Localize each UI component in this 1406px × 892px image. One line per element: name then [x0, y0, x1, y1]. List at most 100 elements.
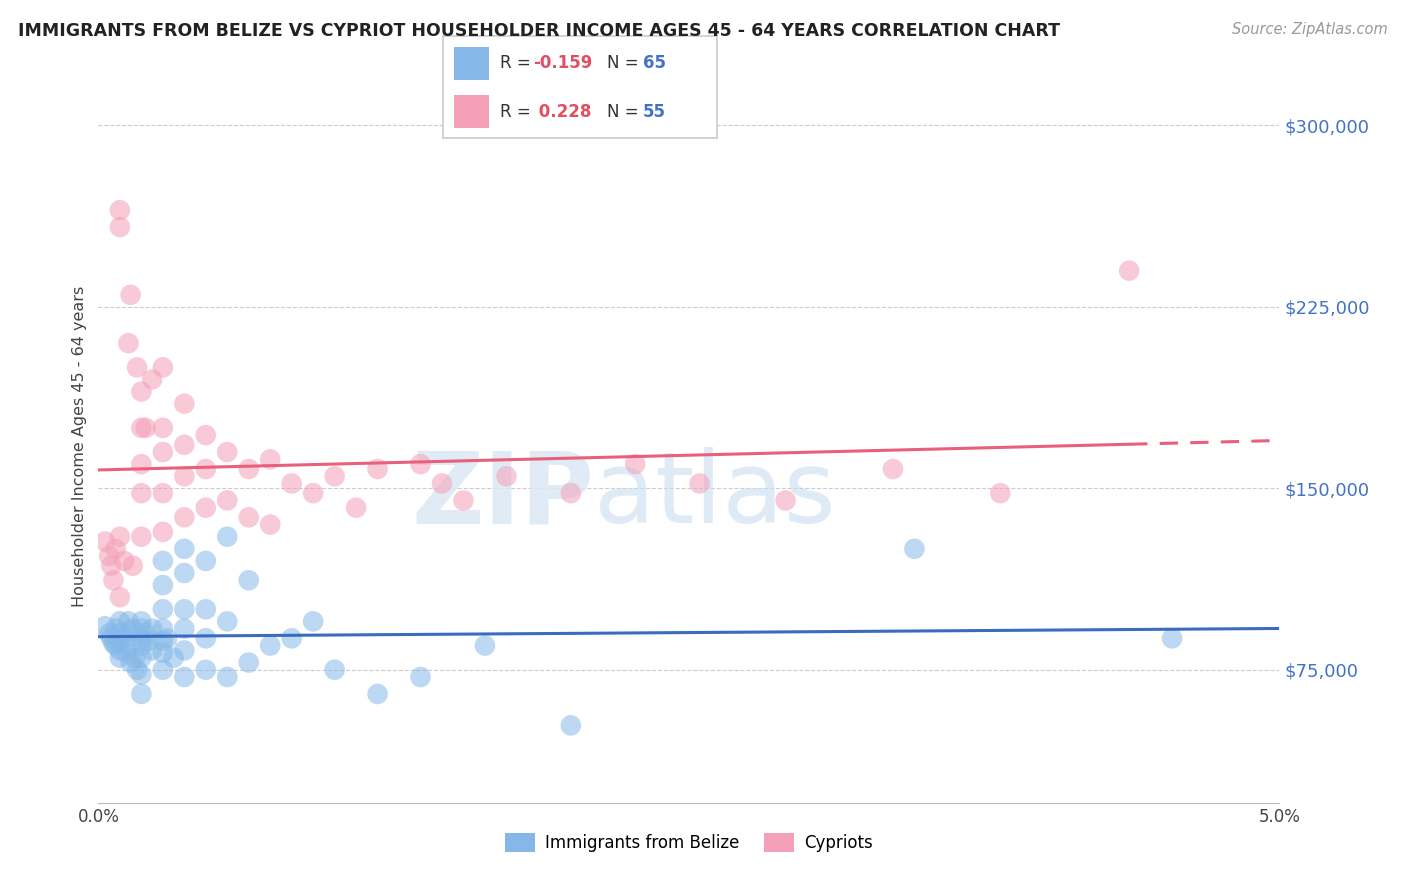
- Point: [120, 624, 142, 638]
- Point: [259, 517, 281, 532]
- Point: [152, 646, 174, 660]
- Point: [94, 534, 117, 549]
- Point: [217, 445, 239, 459]
- Point: [194, 428, 217, 442]
- Text: R =: R =: [501, 54, 537, 72]
- Point: [115, 646, 138, 660]
- Text: 65: 65: [643, 54, 666, 72]
- Point: [162, 650, 184, 665]
- Point: [152, 524, 174, 539]
- Text: Source: ZipAtlas.com: Source: ZipAtlas.com: [1232, 22, 1388, 37]
- Point: [131, 615, 153, 629]
- Point: [495, 469, 517, 483]
- Point: [117, 615, 139, 629]
- Text: N =: N =: [607, 103, 644, 120]
- Point: [103, 574, 125, 588]
- Point: [121, 558, 143, 573]
- Text: 55: 55: [643, 103, 666, 120]
- Point: [323, 469, 346, 483]
- Point: [112, 632, 135, 646]
- Y-axis label: Householder Income Ages 45 - 64 years: Householder Income Ages 45 - 64 years: [72, 285, 87, 607]
- Point: [238, 574, 260, 588]
- Point: [173, 510, 195, 524]
- Point: [108, 643, 131, 657]
- Legend: Immigrants from Belize, Cypriots: Immigrants from Belize, Cypriots: [498, 827, 880, 859]
- Point: [124, 650, 146, 665]
- Point: [280, 476, 302, 491]
- Point: [194, 462, 217, 476]
- Point: [882, 462, 904, 476]
- Point: [302, 615, 325, 629]
- Point: [131, 457, 153, 471]
- Point: [238, 462, 260, 476]
- Point: [152, 486, 174, 500]
- Point: [344, 500, 367, 515]
- Point: [121, 622, 143, 636]
- Point: [173, 566, 195, 580]
- Point: [104, 622, 127, 636]
- Bar: [454, 95, 489, 128]
- Text: 0.228: 0.228: [533, 103, 592, 120]
- Point: [135, 421, 157, 435]
- Point: [217, 670, 239, 684]
- Point: [152, 602, 174, 616]
- Text: ZIP: ZIP: [412, 448, 595, 544]
- Point: [238, 510, 260, 524]
- Point: [108, 220, 131, 235]
- Text: -0.159: -0.159: [533, 54, 593, 72]
- Point: [560, 718, 582, 732]
- Point: [108, 650, 131, 665]
- Point: [103, 636, 125, 650]
- Point: [173, 438, 195, 452]
- Point: [689, 476, 711, 491]
- Point: [173, 670, 195, 684]
- Point: [131, 384, 153, 399]
- Point: [108, 615, 131, 629]
- Point: [624, 457, 647, 471]
- Point: [104, 639, 127, 653]
- Point: [988, 486, 1011, 500]
- Point: [152, 554, 174, 568]
- Point: [903, 541, 925, 556]
- Point: [98, 626, 121, 640]
- Point: [173, 602, 195, 616]
- Point: [120, 656, 142, 670]
- Point: [141, 622, 163, 636]
- Point: [173, 469, 195, 483]
- Point: [108, 633, 131, 648]
- Point: [108, 530, 131, 544]
- Point: [152, 633, 174, 648]
- Point: [120, 288, 142, 302]
- Point: [152, 578, 174, 592]
- Point: [131, 486, 153, 500]
- Point: [409, 670, 432, 684]
- Point: [217, 493, 239, 508]
- Point: [131, 639, 153, 653]
- Point: [108, 203, 131, 218]
- Bar: [454, 47, 489, 79]
- Point: [98, 549, 121, 563]
- Point: [135, 626, 157, 640]
- Point: [259, 639, 281, 653]
- Point: [131, 687, 153, 701]
- Point: [156, 632, 179, 646]
- Text: IMMIGRANTS FROM BELIZE VS CYPRIOT HOUSEHOLDER INCOME AGES 45 - 64 YEARS CORRELAT: IMMIGRANTS FROM BELIZE VS CYPRIOT HOUSEH…: [18, 22, 1060, 40]
- Point: [302, 486, 325, 500]
- Point: [194, 632, 217, 646]
- Point: [775, 493, 797, 508]
- Point: [108, 590, 131, 604]
- Point: [152, 360, 174, 375]
- Point: [238, 656, 260, 670]
- Point: [141, 372, 163, 386]
- Point: [125, 663, 148, 677]
- Point: [120, 639, 142, 653]
- Point: [430, 476, 453, 491]
- Point: [173, 622, 195, 636]
- Point: [1161, 632, 1184, 646]
- Point: [367, 462, 389, 476]
- Point: [173, 643, 195, 657]
- Point: [136, 633, 159, 648]
- Point: [217, 530, 239, 544]
- Point: [131, 530, 153, 544]
- Point: [173, 541, 195, 556]
